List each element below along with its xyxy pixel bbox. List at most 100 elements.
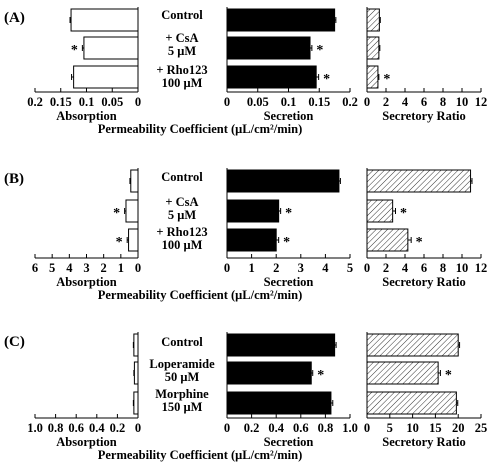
ratio-axis-label: Secretory Ratio	[382, 275, 465, 289]
ratio-tick-label: 20	[452, 421, 465, 435]
ratio-tick-label: 8	[440, 95, 446, 109]
absorption-tick-label: 0	[135, 95, 141, 109]
secretion-tick-label: 4	[322, 261, 329, 275]
secretion-axis-label: Secretion	[264, 275, 314, 289]
absorption-bar	[128, 228, 139, 252]
category-label: 50 μM	[165, 370, 200, 384]
secretion-bar	[226, 333, 336, 357]
ratio-tick-label: 5	[387, 421, 393, 435]
ratio-bar	[366, 8, 380, 32]
absorption-tick-label: 0	[135, 261, 141, 275]
secretion-significance-asterisk: *	[323, 72, 330, 87]
ratio-tick-label: 2	[383, 261, 389, 275]
category-label: 100 μM	[162, 238, 203, 252]
ratio-bar	[366, 65, 379, 89]
secretion-bar	[226, 36, 311, 60]
category-label: 100 μM	[162, 76, 203, 90]
absorption-bar	[130, 169, 139, 193]
secretion-bar	[226, 199, 280, 223]
absorption-bar	[70, 8, 139, 32]
secretion-significance-asterisk: *	[316, 43, 323, 58]
ratio-tick-label: 25	[475, 421, 488, 435]
ratio-significance-asterisk: *	[400, 206, 407, 221]
ratio-tick-label: 10	[456, 261, 469, 275]
panel-label: (A)	[4, 10, 25, 26]
category-label: Control	[161, 8, 203, 22]
ratio-significance-asterisk: *	[445, 368, 452, 383]
ratio-significance-asterisk: *	[383, 72, 390, 87]
absorption-tick-label: 0.1	[79, 95, 95, 109]
absorption-tick-label: 2	[101, 261, 107, 275]
secretion-tick-label: 0	[224, 95, 230, 109]
secretion-tick-label: 0.2	[342, 95, 358, 109]
absorption-significance-asterisk: *	[71, 43, 78, 58]
ratio-tick-label: 6	[421, 261, 427, 275]
secretion-tick-label: 0.8	[318, 421, 334, 435]
ratio-bar	[366, 361, 439, 385]
panel-label: (C)	[4, 334, 25, 350]
secretion-bar	[226, 361, 312, 385]
ratio-bar	[366, 169, 472, 193]
secretion-tick-label: 5	[347, 261, 353, 275]
ratio-bar	[366, 199, 394, 223]
ratio-tick-label: 4	[402, 261, 409, 275]
ratio-bar	[366, 333, 459, 357]
absorption-bar	[133, 361, 139, 385]
secretion-bar	[226, 169, 340, 193]
ratio-tick-label: 2	[383, 95, 389, 109]
secretion-axis-label: Secretion	[264, 109, 314, 123]
absorption-bar	[73, 65, 139, 89]
ratio-bar	[366, 36, 380, 60]
secretion-tick-label: 0.15	[308, 95, 330, 109]
ratio-tick-label: 10	[456, 95, 469, 109]
absorption-tick-label: 1	[118, 261, 124, 275]
category-label: + Rho123	[156, 225, 207, 239]
ratio-significance-asterisk: *	[416, 235, 423, 250]
ratio-tick-label: 4	[402, 95, 409, 109]
secretion-bar	[226, 8, 336, 32]
secretion-tick-label: 0.2	[244, 421, 260, 435]
secretion-tick-label: 0	[224, 261, 230, 275]
absorption-tick-label: 3	[83, 261, 89, 275]
secretion-axis-label: Secretion	[264, 435, 314, 449]
ratio-tick-label: 8	[440, 261, 446, 275]
secretion-bar	[226, 65, 317, 89]
secretion-tick-label: 0.6	[293, 421, 309, 435]
absorption-tick-label: 0.2	[27, 95, 43, 109]
ratio-bar	[366, 391, 457, 415]
ratio-axis-label: Secretory Ratio	[382, 435, 465, 449]
category-label: Morphine	[155, 387, 209, 401]
category-label: 150 μM	[162, 400, 203, 414]
absorption-tick-label: 0.2	[110, 421, 126, 435]
ratio-tick-label: 0	[364, 421, 370, 435]
shared-axis-label: Permeability Coefficient (μL/cm²/min)	[98, 288, 303, 302]
secretion-tick-label: 3	[298, 261, 304, 275]
shared-axis-label: Permeability Coefficient (μL/cm²/min)	[98, 448, 303, 462]
absorption-bar	[133, 333, 139, 357]
category-label: 5 μM	[168, 44, 196, 58]
secretion-tick-label: 0	[224, 421, 230, 435]
ratio-axis-label: Secretory Ratio	[382, 109, 465, 123]
category-label: Loperamide	[149, 357, 215, 371]
secretion-tick-label: 0.4	[268, 421, 284, 435]
absorption-tick-label: 0	[135, 421, 141, 435]
secretion-bar	[226, 228, 277, 252]
absorption-tick-label: 1.0	[27, 421, 43, 435]
secretion-tick-label: 1	[248, 261, 254, 275]
ratio-tick-label: 6	[421, 95, 427, 109]
absorption-tick-label: 0.05	[101, 95, 123, 109]
absorption-tick-label: 4	[66, 261, 73, 275]
category-label: + CsA	[165, 31, 198, 45]
secretion-tick-label: 1.0	[342, 421, 358, 435]
absorption-tick-label: 0.6	[68, 421, 84, 435]
absorption-axis-label: Absorption	[56, 275, 116, 289]
absorption-bar	[83, 36, 139, 60]
absorption-tick-label: 6	[32, 261, 38, 275]
category-label: + Rho123	[156, 63, 207, 77]
ratio-tick-label: 12	[475, 261, 488, 275]
category-label: 5 μM	[168, 208, 196, 222]
secretion-tick-label: 2	[273, 261, 279, 275]
ratio-tick-label: 10	[406, 421, 419, 435]
absorption-bar	[133, 391, 139, 415]
